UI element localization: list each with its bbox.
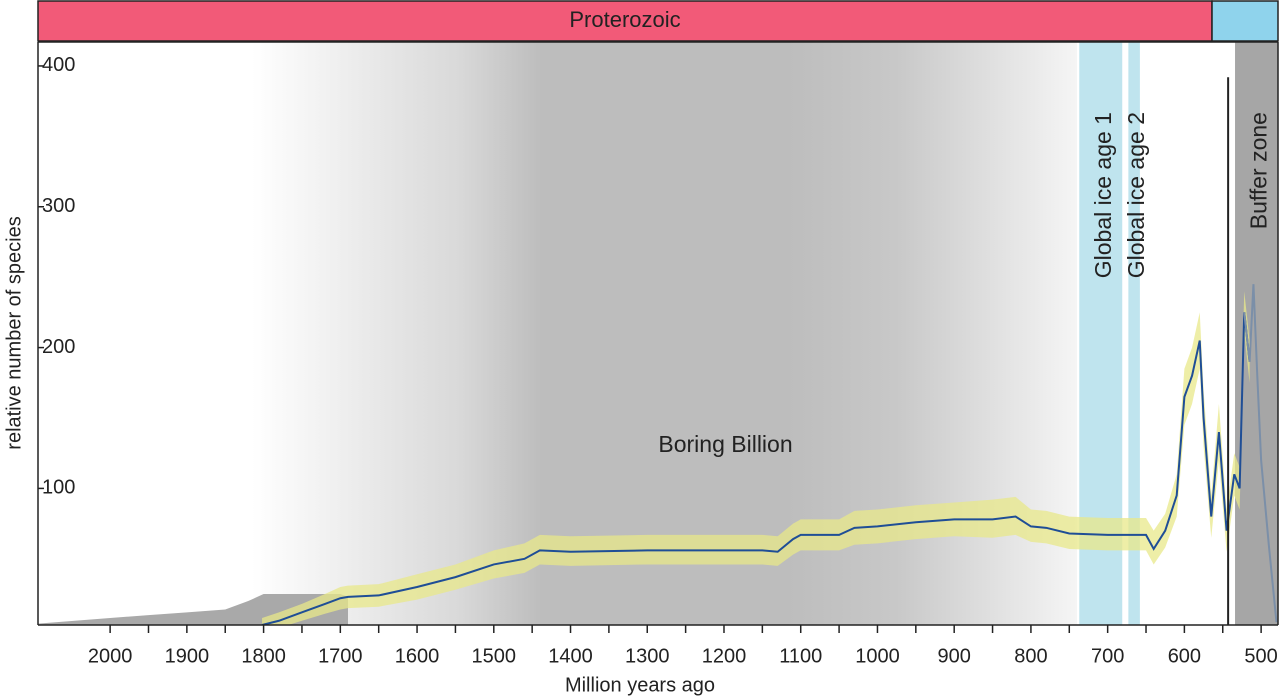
x-tick-label: 1600	[395, 645, 440, 667]
y-axis-label: relative number of species	[3, 216, 25, 449]
x-tick-label: 2000	[88, 645, 133, 667]
region-label: Global ice age 1	[1090, 112, 1116, 278]
x-tick-label: 700	[1091, 645, 1124, 667]
x-tick-label: 1800	[241, 645, 286, 667]
era-label: Proterozoic	[569, 7, 680, 32]
x-axis-label: Million years ago	[565, 674, 715, 696]
x-tick-label: 1200	[702, 645, 747, 667]
plot-area	[38, 42, 1278, 625]
era-bar	[37, 0, 1213, 42]
uncertainty-band	[262, 291, 1250, 625]
x-tick-label: 1500	[472, 645, 517, 667]
x-tick-label: 600	[1168, 645, 1201, 667]
y-tick-label: 200	[42, 336, 75, 358]
x-tick-label: 1300	[625, 645, 670, 667]
era-bar	[1211, 0, 1279, 42]
x-tick-label: 1700	[318, 645, 363, 667]
x-tick-label: 800	[1014, 645, 1047, 667]
line	[1243, 284, 1278, 623]
y-tick-label: 100	[42, 477, 75, 499]
x-tick-label: 1100	[779, 645, 822, 667]
y-tick-label: 400	[42, 54, 75, 76]
x-tick-label: 500	[1244, 645, 1277, 667]
region	[1128, 42, 1140, 625]
x-tick-label: 1400	[548, 645, 593, 667]
region-label: Global ice age 2	[1123, 112, 1149, 278]
x-tick-label: 900	[938, 645, 971, 667]
x-tick-label: 1000	[855, 645, 900, 667]
shade-label: Boring Billion	[658, 431, 792, 457]
region-label: Buffer zone	[1246, 112, 1272, 229]
line	[261, 312, 1251, 625]
y-tick-label: 300	[42, 195, 75, 217]
x-tick-label: 1900	[165, 645, 210, 667]
region	[1235, 42, 1278, 625]
